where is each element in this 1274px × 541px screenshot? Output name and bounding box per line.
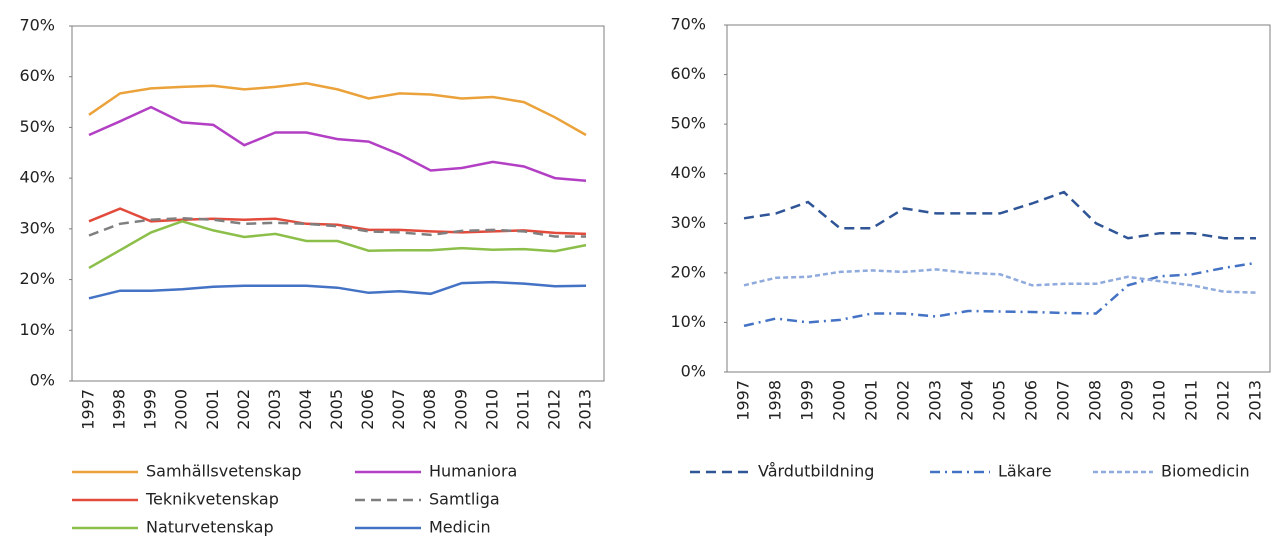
legend-label: Medicin: [429, 518, 491, 537]
x-tick-label: 2006: [358, 389, 377, 430]
x-tick-label: 2010: [482, 389, 501, 430]
y-tick-label: 30%: [19, 218, 55, 237]
series-line: [88, 207, 587, 236]
y-tick-label: 60%: [19, 66, 55, 85]
legend-label: Vårdutbildning: [758, 462, 874, 481]
plot-frame: [726, 24, 1271, 373]
series-line: [743, 190, 1256, 240]
series-line: [88, 105, 587, 182]
x-tick-label: 2013: [576, 389, 595, 430]
x-tick-label: 2010: [1150, 380, 1169, 421]
x-tick-label: 2001: [203, 389, 222, 430]
x-tick-label: 2009: [451, 389, 470, 430]
x-tick-label: 1998: [766, 380, 785, 421]
legend-label: Samtliga: [429, 490, 500, 509]
x-tick-label: 2007: [389, 389, 408, 430]
x-tick-label: 1998: [110, 389, 129, 430]
x-tick-label: 2004: [296, 389, 315, 430]
y-tick-label: 10%: [670, 312, 706, 331]
x-tick-label: 2000: [830, 380, 849, 421]
legend-label: Naturvetenskap: [146, 518, 274, 537]
x-tick-label: 2011: [1182, 380, 1201, 421]
series-line: [88, 280, 587, 300]
x-tick-label: 2012: [544, 389, 563, 430]
y-tick-label: 0%: [30, 371, 55, 390]
y-tick-label: 20%: [670, 262, 706, 281]
series-line: [743, 261, 1257, 328]
x-tick-label: 1997: [734, 380, 753, 421]
x-tick-label: 2011: [513, 389, 532, 430]
series-line: [743, 268, 1257, 294]
x-tick-label: 2009: [1118, 380, 1137, 421]
x-tick-label: 2008: [420, 389, 439, 430]
x-tick-label: 1999: [798, 380, 817, 421]
legend-label: Teknikvetenskap: [145, 490, 279, 509]
legend-label: Läkare: [998, 462, 1052, 481]
y-tick-label: 10%: [19, 320, 55, 339]
y-tick-label: 70%: [670, 15, 706, 34]
x-tick-label: 2006: [1022, 380, 1041, 421]
y-tick-label: 40%: [670, 163, 706, 182]
series-line: [88, 82, 587, 137]
y-tick-label: 20%: [19, 269, 55, 288]
x-tick-label: 2008: [1086, 380, 1105, 421]
y-tick-label: 70%: [19, 16, 55, 35]
x-tick-label: 2003: [265, 389, 284, 430]
x-tick-label: 2000: [172, 389, 191, 430]
series-line: [88, 216, 586, 238]
x-tick-label: 1997: [79, 389, 98, 430]
x-tick-label: 2007: [1054, 380, 1073, 421]
legend-label: Samhällsvetenskap: [146, 462, 302, 481]
x-tick-label: 2013: [1246, 380, 1265, 421]
x-tick-label: 2005: [327, 389, 346, 430]
y-tick-label: 50%: [670, 114, 706, 133]
y-tick-label: 50%: [19, 117, 55, 136]
x-tick-label: 2002: [234, 389, 253, 430]
y-tick-label: 60%: [670, 64, 706, 83]
x-tick-label: 2012: [1214, 380, 1233, 421]
x-tick-label: 2001: [862, 380, 881, 421]
series-line: [88, 219, 587, 269]
x-tick-label: 2005: [990, 380, 1009, 421]
legend-label: Biomedicin: [1161, 462, 1250, 481]
y-tick-label: 40%: [19, 168, 55, 187]
x-tick-label: 2002: [894, 380, 913, 421]
x-tick-label: 2003: [926, 380, 945, 421]
x-tick-label: 2004: [958, 380, 977, 421]
plot-frame: [71, 25, 605, 382]
y-tick-label: 30%: [670, 213, 706, 232]
legend-label: Humaniora: [429, 462, 517, 481]
y-tick-label: 0%: [681, 362, 706, 381]
x-tick-label: 1999: [141, 389, 160, 430]
